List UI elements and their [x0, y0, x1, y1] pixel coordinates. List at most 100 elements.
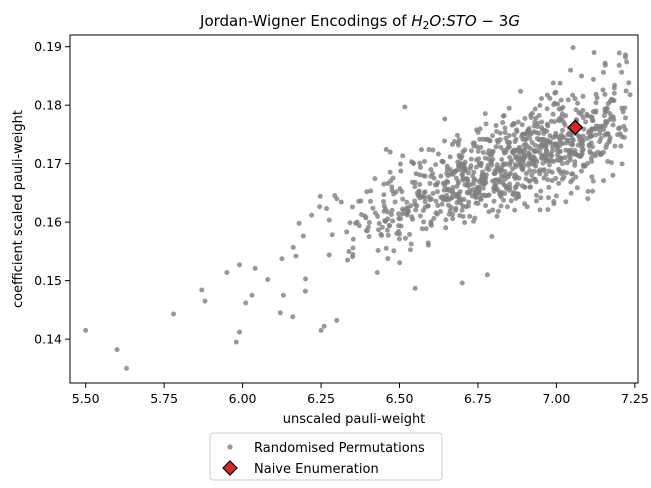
scatter-point — [553, 193, 559, 199]
scatter-point — [417, 160, 423, 166]
scatter-point — [570, 137, 576, 143]
scatter-point — [502, 129, 508, 135]
scatter-point — [397, 186, 403, 192]
scatter-point — [486, 167, 492, 173]
scatter-point — [622, 105, 628, 111]
scatter-point — [460, 214, 466, 220]
scatter-point — [334, 196, 340, 202]
scatter-point — [400, 153, 406, 159]
scatter-point — [199, 287, 205, 293]
scatter-point — [396, 236, 402, 242]
scatter-point — [618, 143, 624, 149]
scatter-point — [498, 203, 504, 209]
scatter-point — [303, 276, 309, 282]
y-tick-label: 0.17 — [34, 156, 62, 171]
scatter-point — [448, 171, 454, 177]
scatter-point — [422, 199, 428, 205]
scatter-point — [544, 92, 550, 98]
scatter-point — [444, 163, 450, 169]
scatter-point — [504, 204, 510, 210]
scatter-point — [350, 254, 356, 260]
scatter-point — [570, 45, 576, 51]
scatter-point — [620, 109, 626, 115]
scatter-point — [622, 115, 628, 121]
scatter-point — [459, 280, 465, 286]
scatter-point — [506, 133, 512, 139]
scatter-point — [533, 115, 539, 121]
scatter-point — [514, 127, 520, 133]
scatter-point — [540, 168, 546, 174]
scatter-point — [527, 146, 533, 152]
scatter-point — [279, 256, 285, 262]
scatter-point — [293, 253, 299, 259]
scatter-point — [611, 98, 617, 104]
scatter-point — [290, 244, 296, 250]
scatter-point — [602, 60, 608, 66]
scatter-point — [605, 158, 611, 164]
scatter-point — [480, 185, 486, 191]
scatter-point — [417, 172, 423, 178]
scatter-point — [494, 128, 500, 134]
scatter-point — [491, 198, 497, 204]
scatter-point — [449, 195, 455, 201]
scatter-point — [541, 175, 547, 181]
scatter-point — [568, 67, 574, 73]
legend: Randomised Permutations Naive Enumeratio… — [209, 432, 443, 481]
scatter-point — [446, 186, 452, 192]
scatter-point — [623, 88, 629, 94]
scatter-point — [344, 229, 350, 235]
scatter-point — [474, 190, 480, 196]
scatter-point — [346, 249, 352, 254]
y-axis-label: coefficient scaled pauli-weight — [11, 110, 26, 308]
scatter-point — [544, 106, 550, 112]
scatter-point — [501, 150, 507, 156]
scatter-point — [590, 144, 596, 150]
scatter-point — [558, 156, 564, 162]
scatter-point — [573, 174, 579, 180]
scatter-point — [516, 156, 522, 162]
scatter-point — [513, 136, 519, 142]
scatter-point — [434, 189, 440, 195]
scatter-point — [593, 91, 599, 97]
scatter-point — [555, 101, 561, 107]
scatter-point — [404, 212, 410, 218]
scatter-point — [505, 174, 511, 180]
scatter-point — [496, 167, 502, 173]
scatter-point — [519, 122, 525, 128]
scatter-point — [422, 189, 428, 195]
scatter-point — [420, 207, 426, 213]
scatter-point — [518, 88, 524, 94]
scatter-point — [557, 168, 563, 174]
scatter-point — [381, 208, 387, 214]
scatter-point — [390, 218, 396, 224]
scatter-point — [597, 131, 603, 137]
scatter-point — [523, 171, 529, 177]
series-naive-enumeration — [567, 119, 584, 136]
scatter-point — [580, 133, 586, 139]
scatter-point — [497, 130, 503, 136]
scatter-point — [520, 167, 526, 173]
scatter-point — [470, 181, 476, 187]
scatter-point — [442, 138, 448, 144]
scatter-point — [597, 139, 603, 145]
scatter-point — [546, 184, 552, 190]
scatter-point — [512, 175, 518, 181]
scatter-point — [522, 146, 528, 152]
scatter-point — [600, 87, 606, 93]
scatter-point — [598, 151, 604, 157]
scatter-point — [321, 323, 327, 329]
scatter-point — [433, 198, 439, 204]
scatter-point — [509, 122, 515, 128]
scatter-point — [477, 126, 483, 132]
scatter-point — [404, 199, 410, 205]
scatter-point — [300, 233, 306, 239]
scatter-point — [491, 185, 497, 191]
scatter-point — [593, 100, 599, 106]
scatter-point — [490, 207, 496, 213]
scatter-point — [551, 201, 557, 207]
legend-label-randomised-permutations: Randomised Permutations — [254, 441, 425, 456]
scatter-point — [389, 207, 395, 213]
scatter-point — [440, 180, 446, 186]
scatter-point — [499, 157, 505, 163]
chart-title-prefix: Jordan-Wigner Encodings of — [199, 12, 411, 30]
